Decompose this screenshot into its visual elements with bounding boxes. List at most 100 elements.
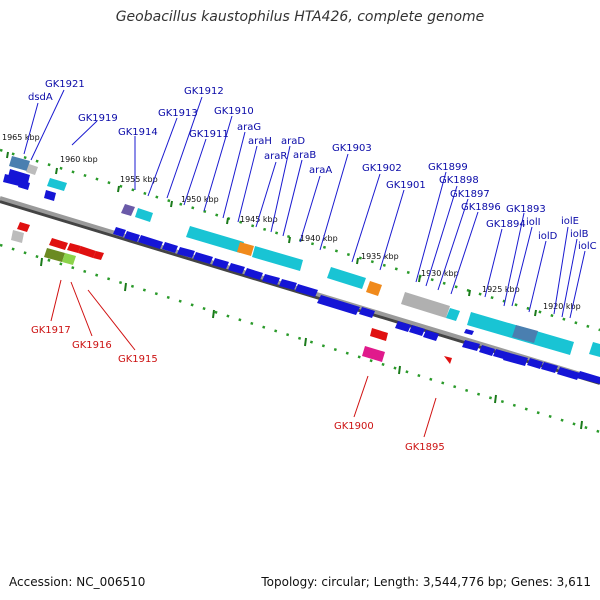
genome-summary: Topology: circular; Length: 3,544,776 bp…	[261, 575, 591, 589]
gene-label-GK1895: GK1895	[405, 442, 445, 453]
gene-block-iolD	[512, 325, 538, 343]
gene-arrow	[138, 235, 163, 249]
scale-label: 1960 kbp	[60, 155, 98, 164]
gene-label-araA: araA	[309, 165, 332, 176]
gene-arrow	[177, 247, 195, 258]
gene-block-araG	[186, 226, 244, 253]
forward-genes	[3, 156, 600, 384]
gene-label-araB: araB	[293, 150, 316, 161]
gene-arrow	[78, 246, 96, 258]
gene-arrow	[67, 243, 81, 253]
gene-block-GK1902	[366, 281, 382, 296]
page-title: Geobacillus kaustophilus HTA426, complet…	[115, 9, 485, 25]
scale-label: 1935 kbp	[361, 252, 399, 261]
gene-block-GK1914	[121, 204, 135, 216]
gene-label-iolB: iolB	[570, 229, 589, 240]
gene-arrow	[317, 295, 360, 315]
gene-arrow	[212, 258, 229, 269]
gene-arrow	[479, 345, 495, 356]
gene-arrow	[17, 222, 30, 232]
gene-label-GK1913: GK1913	[158, 108, 198, 119]
gene-arrow	[193, 252, 213, 264]
gene-label-iolC: iolC	[578, 241, 597, 252]
gene-bar-dsdA	[3, 169, 30, 186]
gene-label-araR: araR	[264, 151, 287, 162]
gene-arrow	[295, 284, 318, 297]
inner-dotted-track	[0, 243, 600, 434]
gene-label-GK1903: GK1903	[332, 143, 372, 154]
gene-block-GK1899	[401, 292, 450, 318]
gene-label-GK1900: GK1900	[334, 421, 374, 432]
reverse-gene-labels: GK1917 GK1916 GK1915 GK1900 GK1895	[31, 325, 445, 453]
gene-label-iolI: iolI	[526, 217, 541, 228]
gene-block-dsdA	[9, 156, 30, 171]
gene-arrow	[557, 367, 580, 380]
gene-block-GK1900	[370, 328, 388, 341]
forward-gene-arrow	[18, 180, 30, 190]
scale-labels: 1965 kbp 1960 kbp 1955 kbp 1950 kbp 1945…	[2, 133, 581, 311]
gene-block-araA	[327, 267, 366, 289]
gene-label-GK1901: GK1901	[386, 180, 426, 191]
gene-block-GK1916	[62, 253, 76, 265]
gene-label-dsdA: dsdA	[28, 92, 53, 103]
scale-label: 1920 kbp	[543, 302, 581, 311]
scale-label: 1950 kbp	[181, 195, 219, 204]
gene-label-araH: araH	[248, 136, 272, 147]
forward-gene-labels: dsdA GK1921 GK1919 GK1914 GK1913 GK1912 …	[28, 79, 597, 252]
gene-arrow	[113, 227, 126, 237]
gene-label-GK1897: GK1897	[450, 189, 490, 200]
gene-label-GK1898: GK1898	[439, 175, 479, 186]
gene-label-GK1899: GK1899	[428, 162, 468, 173]
gene-label-GK1921: GK1921	[45, 79, 85, 90]
gene-arrow	[395, 321, 411, 332]
gene-label-iolE: iolE	[561, 216, 579, 227]
gene-label-GK1910: GK1910	[214, 106, 254, 117]
gene-label-GK1916: GK1916	[72, 340, 112, 351]
scale-label: 1945 kbp	[240, 215, 278, 224]
gene-block	[11, 230, 24, 243]
gene-block-GK1917	[44, 248, 65, 262]
gene-block-iolC	[589, 342, 600, 357]
gene-label-GK1902: GK1902	[362, 163, 402, 174]
gene-label-iolD: iolD	[538, 231, 558, 242]
gene-arrow	[503, 352, 528, 366]
reverse-leader-lines	[50, 279, 437, 438]
inner-track-marks	[40, 257, 583, 430]
gene-block-GK1921	[26, 164, 38, 175]
gene-arrow	[44, 190, 56, 201]
gene-arrow	[124, 231, 140, 242]
forward-leader-lines	[23, 89, 586, 319]
gene-label-GK1894: GK1894	[486, 219, 526, 230]
gene-label-GK1919: GK1919	[78, 113, 118, 124]
scale-label: 1940 kbp	[300, 234, 338, 243]
scale-label: 1925 kbp	[482, 285, 520, 294]
gene-arrow	[423, 330, 439, 341]
gene-arrow	[527, 358, 543, 369]
accession-label: Accession: NC_006510	[9, 575, 146, 589]
gene-label-GK1893: GK1893	[506, 204, 546, 215]
gene-label-GK1914: GK1914	[118, 127, 158, 138]
gene-arrow	[359, 307, 375, 318]
reverse-genes	[11, 222, 452, 364]
gene-arrow	[244, 268, 263, 280]
gene-arrow-GK1895	[444, 356, 452, 364]
gene-arrow	[279, 279, 297, 290]
scale-label: 1955 kbp	[120, 175, 158, 184]
outer-track-marks	[6, 151, 537, 317]
scale-label: 1930 kbp	[421, 269, 459, 278]
gene-block-GK1913	[135, 208, 153, 222]
gene-arrow	[577, 371, 600, 384]
gene-block-araD	[252, 246, 303, 271]
scale-label: 1965 kbp	[2, 133, 40, 142]
outer-dotted-track	[0, 148, 600, 332]
gene-arrow-GK1917-hint	[49, 238, 68, 250]
gene-block-GK1896	[446, 308, 460, 321]
gene-arrow	[262, 274, 280, 285]
gene-block-GK1919	[47, 178, 67, 191]
gene-label-araG: araG	[237, 122, 261, 133]
gene-arrow	[541, 362, 558, 373]
gene-arrow	[409, 325, 425, 336]
gene-arrow	[93, 251, 104, 260]
gene-arrow	[162, 242, 178, 253]
